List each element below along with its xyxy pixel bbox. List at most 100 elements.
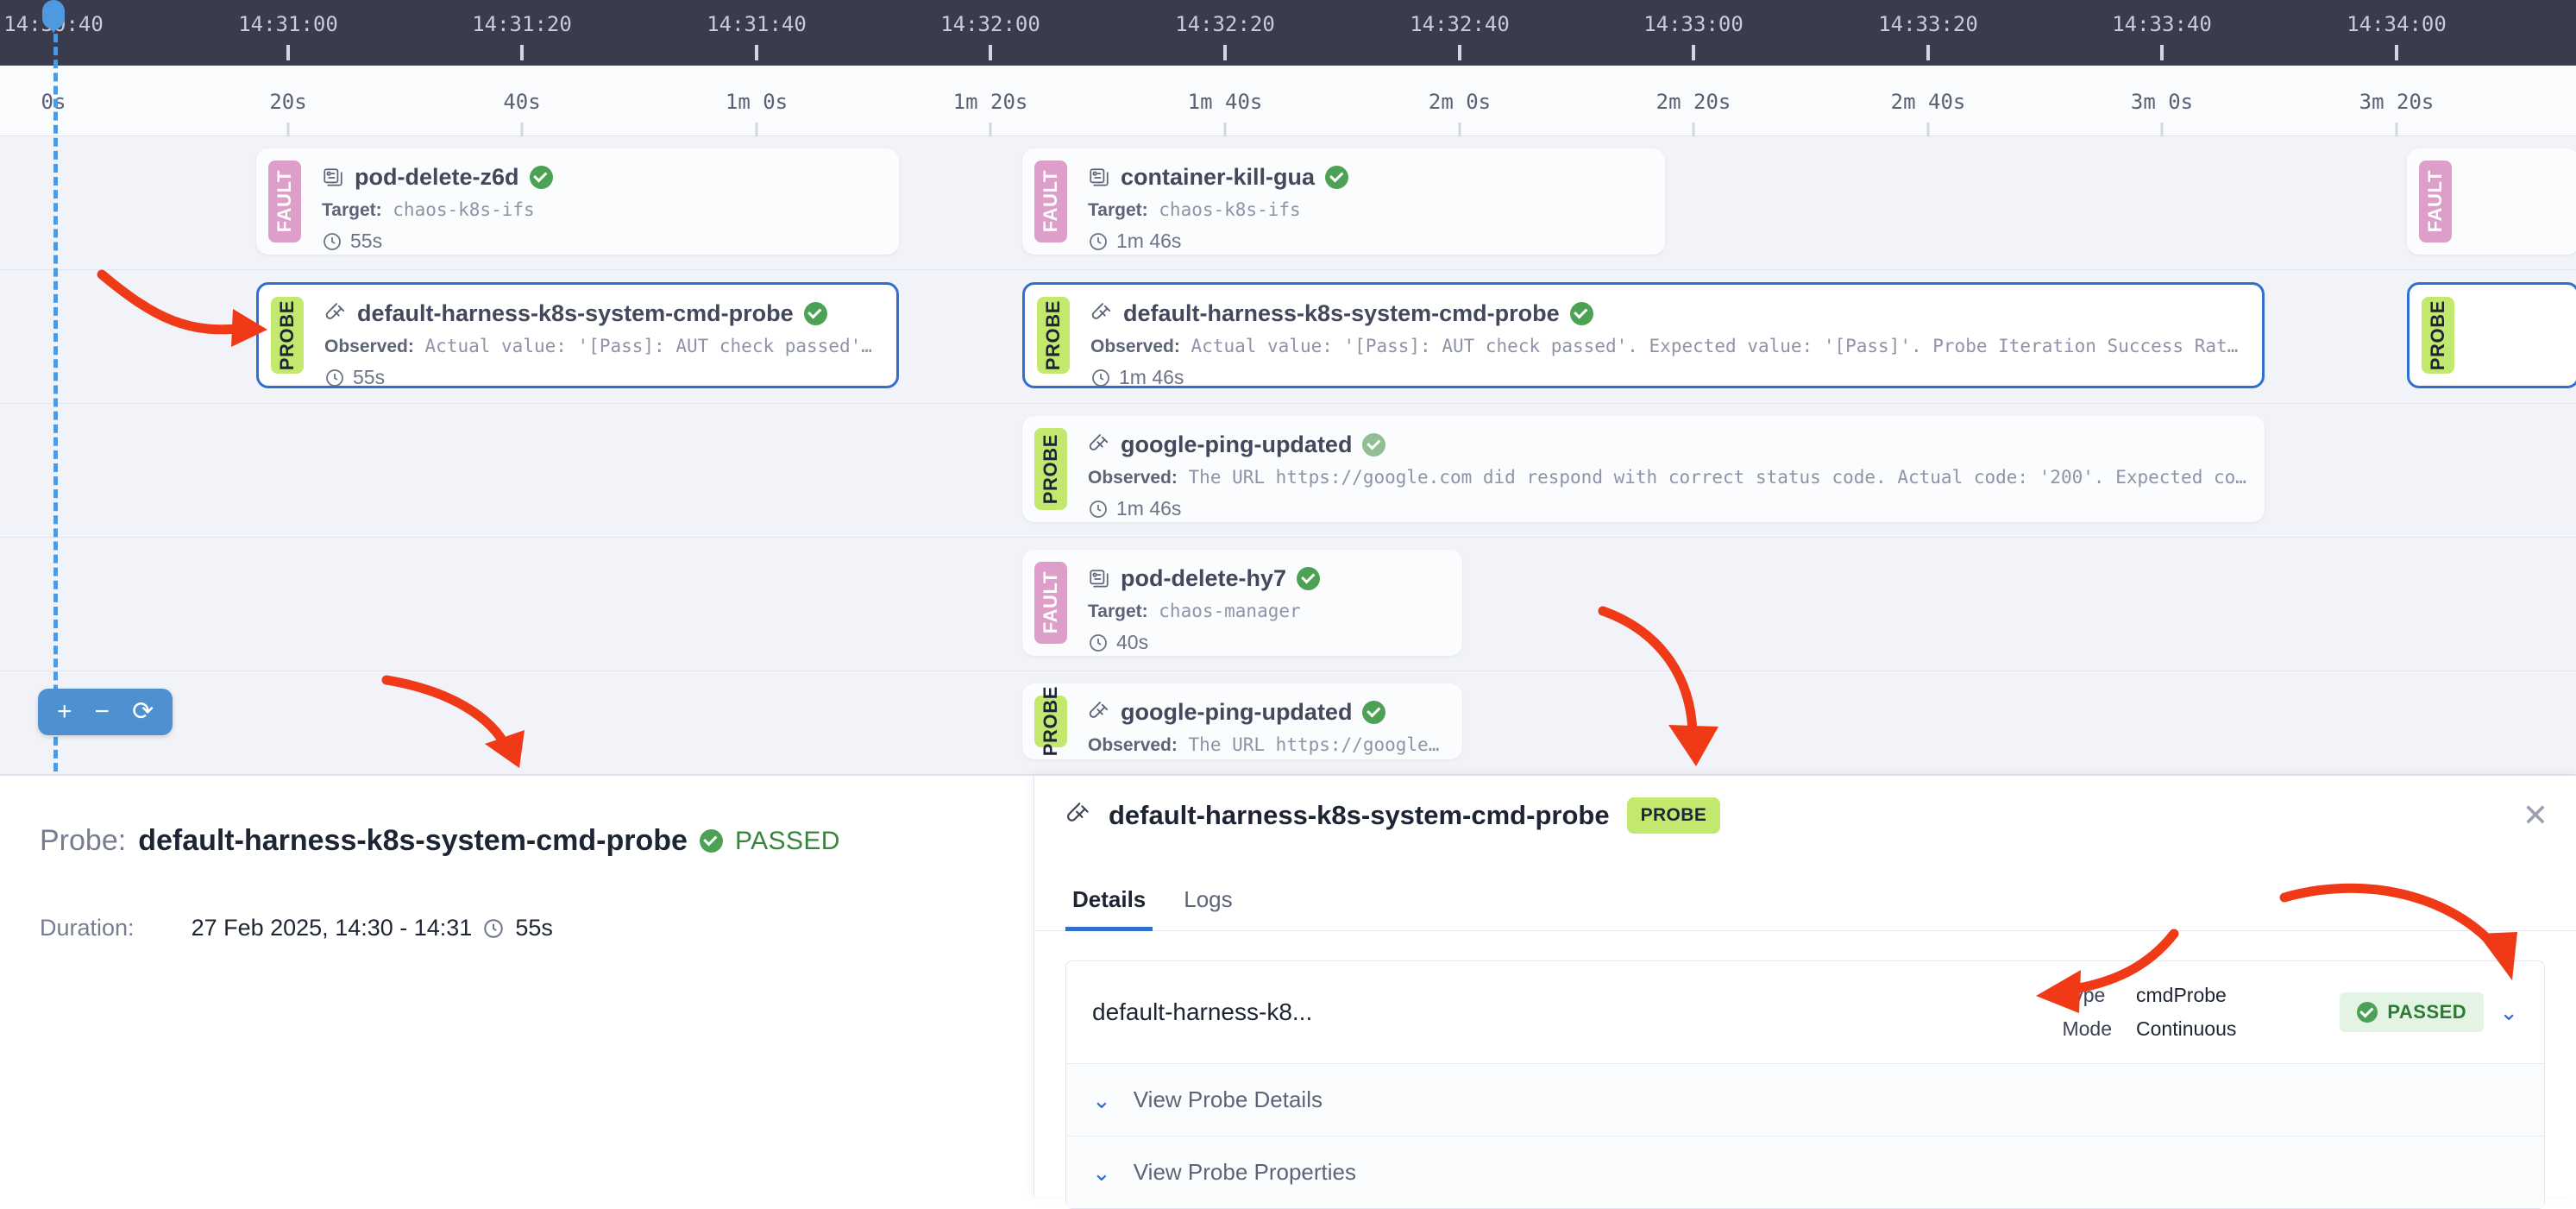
probe-detail-drawer: default-harness-k8s-system-cmd-probe PRO… xyxy=(1034,775,2576,1209)
probe-card[interactable]: PROBE default-harness-k8s-system-cmd-prob… xyxy=(256,282,899,388)
probe-badge: PROBE xyxy=(271,297,304,374)
close-icon[interactable]: ✕ xyxy=(2522,797,2548,833)
card-meta: Target: chaos-k8s-ifs xyxy=(1088,199,1649,221)
view-probe-details-label: View Probe Details xyxy=(1133,1086,1323,1112)
timeline-tick-mark xyxy=(1458,45,1461,60)
card-name: google-ping-updated xyxy=(1121,431,1353,457)
card-meta: Observed: The URL https://google.com… xyxy=(1088,734,1447,756)
card-meta-value: The URL https://google.com… xyxy=(1188,734,1447,755)
timeline-relative-label: 40s xyxy=(503,90,541,114)
card-meta-value: chaos-manager xyxy=(1159,601,1301,621)
timeline-row xyxy=(0,270,2576,404)
card-body: pod-delete-hy7 Target: chaos-manager 40s xyxy=(1067,550,1462,656)
card-title: pod-delete-z6d xyxy=(322,164,883,191)
timeline-absolute-ruler[interactable]: 14:30:4014:31:0014:31:2014:31:4014:32:00… xyxy=(0,0,2576,66)
clock-icon xyxy=(1090,633,1107,652)
zoom-reset-button[interactable]: ⟳ xyxy=(132,697,154,726)
probe-card[interactable]: PROBE google-ping-updated Observed: The UR… xyxy=(1022,416,2265,522)
fault-card[interactable]: FAULT pod-delete-hy7 Target: chaos-manager… xyxy=(1022,550,1462,656)
zoom-in-button[interactable]: + xyxy=(57,697,72,726)
card-duration-value: 55s xyxy=(353,366,386,388)
timeline-tick-label: 14:33:40 xyxy=(2112,12,2212,36)
probe-type-value: cmdProbe xyxy=(2136,984,2227,1006)
badge-label: FAULT xyxy=(1040,170,1061,233)
passed-check-icon xyxy=(803,302,827,325)
timeline-relative-label: 1m 40s xyxy=(1187,90,1263,114)
chevron-down-icon[interactable]: ⌄ xyxy=(1092,1086,1111,1113)
timeline-tick-mark xyxy=(2160,45,2164,60)
card-title: pod-delete-hy7 xyxy=(1088,565,1447,592)
clock-icon xyxy=(324,232,341,250)
timeline-playhead-line xyxy=(53,21,58,771)
timeline-relative-label: 3m 20s xyxy=(2359,90,2435,114)
timeline-playhead-handle[interactable] xyxy=(42,0,65,29)
view-probe-details-row[interactable]: ⌄ View Probe Details xyxy=(1066,1063,2544,1136)
timeline-tick-label: 14:32:00 xyxy=(940,12,1040,36)
card-title: default-harness-k8s-system-cmd-probe xyxy=(324,300,881,327)
passed-check-icon xyxy=(529,166,553,189)
probe-card[interactable]: PROBE default-harness-k8s-system-cmd-prob… xyxy=(1022,282,2265,388)
timeline-row xyxy=(0,136,2576,270)
card-meta-value: chaos-k8s-ifs xyxy=(393,199,535,220)
pod-icon xyxy=(1090,167,1109,186)
card-meta: Observed: Actual value: '[Pass]: AUT che… xyxy=(324,336,881,357)
clock-icon xyxy=(1090,232,1107,250)
probe-card[interactable]: PROBE google-ping-updated Observed: The UR… xyxy=(1022,683,1462,759)
card-duration-value: 1m 46s xyxy=(1116,497,1182,519)
zoom-out-button[interactable]: − xyxy=(94,697,110,726)
fault-card[interactable]: FAULT pod-delete-z6d Target: chaos-k8s-ifs… xyxy=(256,148,899,255)
fault-card[interactable]: FAULT container-kill-gua Target: chaos-k8s… xyxy=(1022,148,1665,255)
card-name: default-harness-k8s-system-cmd-probe xyxy=(357,300,794,326)
card-meta: Target: chaos-k8s-ifs xyxy=(322,199,883,221)
card-title: google-ping-updated xyxy=(1088,699,1447,726)
badge-label: PROBE xyxy=(1040,433,1061,505)
probe-summary-panel: Probe: default-harness-k8s-system-cmd-pr… xyxy=(0,775,1034,1197)
chevron-down-icon[interactable]: ⌄ xyxy=(2499,999,2518,1025)
tab-details[interactable]: Details xyxy=(1065,886,1165,931)
timeline-relative-tick xyxy=(1223,123,1227,136)
card-name: google-ping-updated xyxy=(1121,699,1353,725)
view-probe-properties-row[interactable]: ⌄ View Probe Properties xyxy=(1066,1136,2544,1208)
probe-summary-name: default-harness-k8s-system-cmd-probe xyxy=(138,824,688,857)
test-tube-icon xyxy=(325,302,345,319)
card-body: google-ping-updated Observed: The URL htt… xyxy=(1067,416,2265,522)
badge-label: FAULT xyxy=(2424,170,2446,233)
probe-card[interactable]: PROBE xyxy=(2407,282,2576,388)
probe-mode-label: Mode xyxy=(2062,1017,2112,1040)
status-badge-label: PASSED xyxy=(2387,1001,2467,1023)
probe-detail-attributes: Type cmdProbe Mode Continuous xyxy=(2062,984,2236,1041)
fault-badge: FAULT xyxy=(2419,161,2452,242)
probe-badge: PROBE xyxy=(1037,297,1070,374)
tab-logs[interactable]: Logs xyxy=(1184,886,1233,912)
card-title: default-harness-k8s-system-cmd-probe xyxy=(1090,300,2246,327)
card-meta-key: Target: xyxy=(1088,601,1148,621)
card-duration: 1m 46s xyxy=(1088,497,2249,520)
timeline-relative-ruler[interactable]: 0s 20s 40s 1m 0s 1m 20s 1m 40s 2m 0s 2m 20s 2m 4… xyxy=(0,66,2576,136)
probe-type-label: Type xyxy=(2062,984,2106,1006)
card-duration-value: 1m 46s xyxy=(1119,366,1184,388)
card-title: google-ping-updated xyxy=(1088,431,2249,458)
clock-icon xyxy=(484,918,504,938)
card-meta: Target: chaos-manager xyxy=(1088,601,1447,622)
timeline-relative-tick xyxy=(286,123,290,136)
chevron-down-icon[interactable]: ⌄ xyxy=(1092,1159,1111,1186)
timeline-relative-label: 2m 40s xyxy=(1890,90,1966,114)
card-duration: 55s xyxy=(322,230,883,253)
probe-badge: PROBE xyxy=(2422,297,2454,374)
timeline-zoom-controls[interactable]: + − ⟳ xyxy=(38,689,173,735)
passed-check-icon xyxy=(2357,1002,2378,1023)
timeline-tick-mark xyxy=(1926,45,1930,60)
passed-check-icon xyxy=(1362,701,1386,724)
drawer-tabs: Details Logs xyxy=(1034,855,2576,931)
timeline-tick-label: 14:33:00 xyxy=(1643,12,1744,36)
timeline-tick-mark xyxy=(989,45,992,60)
card-duration-value: 1m 46s xyxy=(1116,230,1182,252)
test-tube-icon xyxy=(1091,302,1111,319)
card-meta-key: Observed: xyxy=(1088,468,1178,488)
timeline-relative-label: 1m 20s xyxy=(952,90,1028,114)
card-meta-value: The URL https://google.com did respond w… xyxy=(1188,467,2249,488)
probe-summary-status: PASSED xyxy=(734,826,840,855)
fault-card[interactable]: FAULT xyxy=(2407,148,2576,255)
badge-label: FAULT xyxy=(1040,571,1061,634)
timeline-row xyxy=(0,671,2576,775)
